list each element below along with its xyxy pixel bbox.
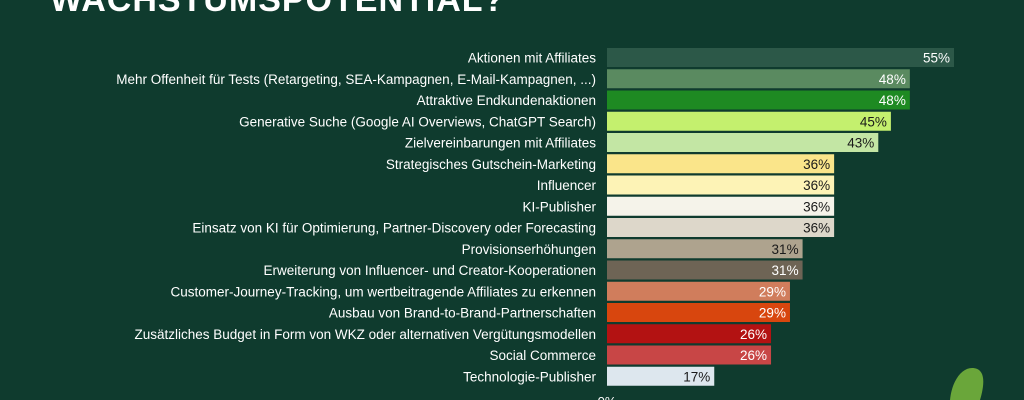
bar-value-label: 29%	[759, 306, 786, 321]
bar-value-label: 48%	[879, 93, 906, 108]
category-label: Ausbau von Brand-to-Brand-Partnerschafte…	[329, 306, 596, 321]
bar-value-label: 31%	[772, 263, 799, 278]
category-label: Social Commerce	[489, 348, 596, 363]
category-label: Zusätzliches Budget in Form von WKZ oder…	[135, 327, 597, 342]
category-label: Influencer	[537, 178, 597, 193]
bar	[607, 69, 910, 89]
bar	[607, 154, 835, 174]
bar	[607, 324, 772, 344]
bar	[607, 281, 790, 301]
bar-value-label: 43%	[847, 136, 874, 151]
category-label: Zielvereinbarungen mit Affiliates	[405, 136, 596, 151]
bar-value-label: 45%	[860, 114, 887, 129]
bar-value-label: 29%	[759, 284, 786, 299]
bar	[607, 218, 835, 237]
bar-value-label: 36%	[803, 178, 830, 193]
bar-value-label: 17%	[683, 369, 710, 384]
category-label: Einsatz von KI für Optimierung, Partner-…	[192, 221, 596, 236]
chart-title: WACHSTUMSPOTENTIAL?	[50, 0, 506, 19]
category-label: Technologie-Publisher	[463, 369, 596, 384]
bar-value-label: 26%	[740, 327, 767, 342]
category-label: Strategisches Gutschein-Marketing	[386, 157, 596, 172]
bar	[607, 111, 891, 131]
bar	[607, 196, 835, 216]
bar	[607, 366, 715, 386]
category-label: Customer-Journey-Tracking, um wertbeitra…	[171, 284, 596, 299]
category-label: Provisionserhöhungen	[462, 242, 596, 257]
category-label: Mehr Offenheit für Tests (Retargeting, S…	[116, 72, 596, 87]
bar-value-label: 36%	[803, 221, 830, 236]
bar	[607, 48, 954, 67]
bar-value-label: 48%	[879, 72, 906, 87]
category-label: Attraktive Endkundenaktionen	[417, 93, 596, 108]
bar	[607, 303, 790, 322]
bar-value-label: 31%	[772, 242, 799, 257]
category-label: Aktionen mit Affiliates	[468, 51, 596, 66]
bar	[607, 260, 803, 280]
bar	[607, 133, 879, 152]
bar-value-label: 55%	[923, 51, 950, 66]
bar	[607, 90, 910, 110]
category-label: Erweiterung von Influencer- und Creator-…	[264, 263, 596, 278]
x-axis-tick-label: 0%	[598, 394, 617, 400]
category-label: Generative Suche (Google AI Overviews, C…	[239, 114, 596, 129]
bar	[607, 175, 835, 195]
bar-value-label: 26%	[740, 348, 767, 363]
bar-value-label: 36%	[803, 157, 830, 172]
bar-value-label: 36%	[803, 199, 830, 214]
bar	[607, 345, 772, 365]
category-label: KI-Publisher	[522, 199, 596, 214]
decorative-leaf-shape	[950, 368, 984, 400]
bar	[607, 239, 803, 259]
